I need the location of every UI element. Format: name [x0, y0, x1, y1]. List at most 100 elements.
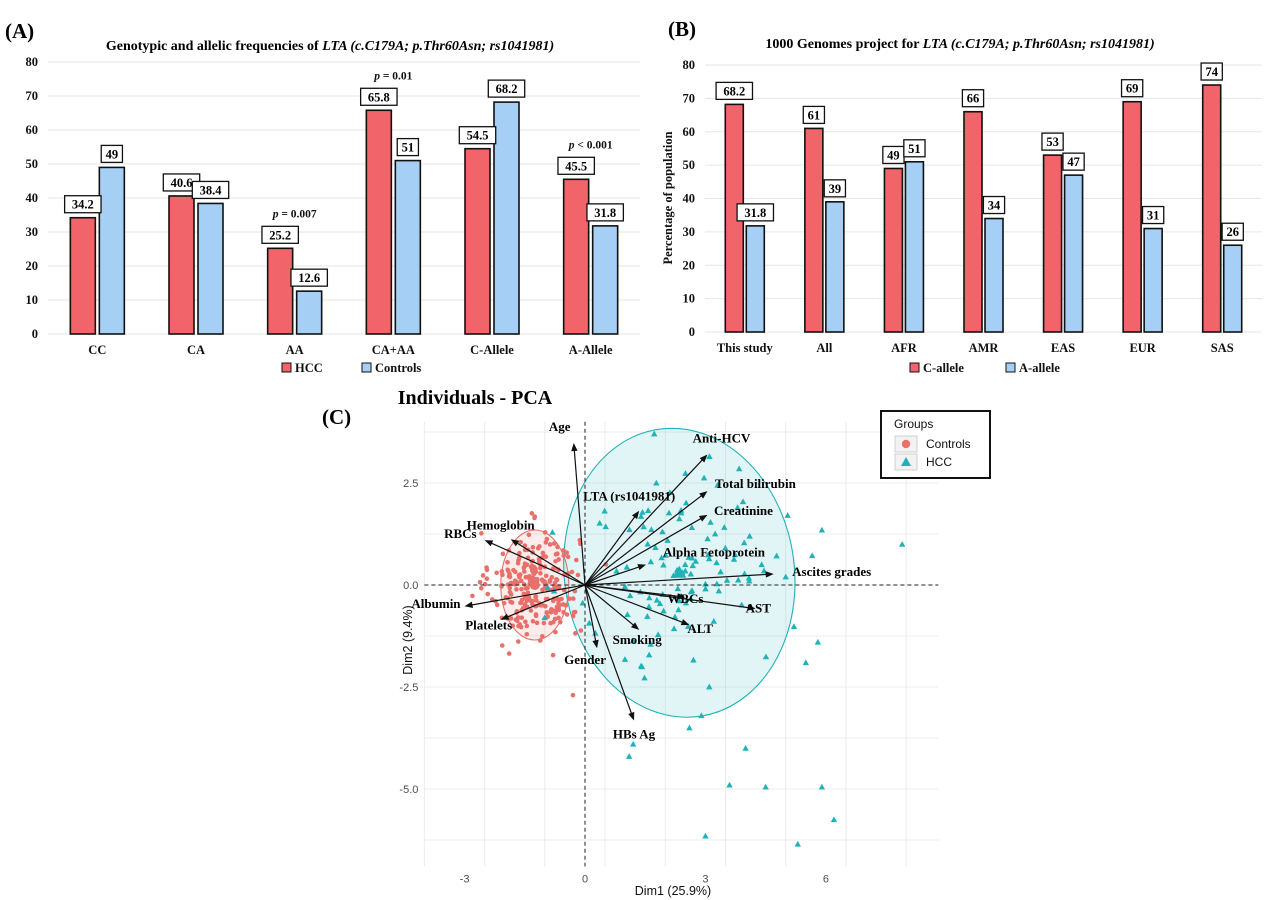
point-controls — [561, 553, 566, 558]
point-hcc — [773, 552, 780, 559]
legend-swatch-c-allele — [909, 362, 920, 373]
y-tick-label: 50 — [683, 158, 696, 172]
point-controls — [484, 567, 490, 573]
point-hcc — [704, 535, 711, 542]
arrow-creatinine — [584, 516, 704, 586]
point-controls — [547, 542, 553, 547]
bar-c-allele-eur — [1122, 100, 1142, 333]
panel-c-zero-lines — [424, 421, 939, 867]
panel-a-letter: (A) — [5, 19, 34, 43]
variable-label-hemoglobin: Hemoglobin — [467, 517, 536, 532]
point-controls — [530, 544, 536, 550]
point-hcc — [623, 563, 631, 570]
point-hcc — [670, 625, 678, 632]
point-controls — [482, 581, 488, 587]
variable-label-alt: ALT — [687, 621, 713, 636]
arrow-total-bilirubin — [584, 493, 704, 586]
data-label-box-controls-a-allele — [586, 203, 625, 222]
arrow-anti-hcv — [584, 457, 705, 586]
arrow-hbs-ag — [584, 584, 633, 716]
point-controls — [550, 652, 556, 658]
point-controls — [523, 619, 528, 625]
point-controls — [533, 594, 539, 599]
point-controls — [515, 639, 521, 644]
point-hcc — [621, 583, 629, 590]
point-controls — [563, 603, 569, 608]
data-label-a-allele-eur: 31 — [1147, 209, 1160, 223]
point-controls — [561, 548, 566, 553]
p-value-number: = 0.007 — [278, 208, 316, 220]
data-label-box-hcc-c-allele — [458, 126, 497, 145]
panel-a-legend: HCC Controls — [281, 361, 421, 375]
point-controls — [524, 598, 530, 604]
arrow-alpha-fetoprotein — [584, 565, 642, 586]
legend-title: Groups — [894, 417, 933, 431]
point-hcc — [707, 519, 714, 525]
point-hcc — [601, 507, 608, 514]
y-tick-label: 70 — [683, 91, 696, 105]
panel-b-title-prefix: 1000 Genomes project for — [765, 37, 922, 52]
panel-c: (C) Individuals - PCA Age Anti-HCV Total b… — [322, 387, 991, 898]
y-tick-label: -2.5 — [399, 682, 418, 694]
point-controls — [539, 577, 545, 583]
legend-swatch-a-allele — [1005, 362, 1016, 373]
point-controls — [549, 607, 554, 612]
panel-a-y-axis: 0 10 20 30 40 50 60 70 80 — [26, 55, 39, 341]
point-hcc — [674, 585, 681, 592]
y-tick-label: 0 — [32, 327, 38, 341]
y-tick-label: 20 — [683, 258, 696, 272]
variable-label-ascites-grades: Ascites grades — [792, 564, 871, 579]
data-label-c-allele-afr: 49 — [887, 148, 900, 162]
point-controls — [519, 586, 524, 592]
point-hcc — [626, 592, 634, 599]
bar-c-allele-eas — [1042, 154, 1063, 333]
y-tick-label: 80 — [683, 58, 696, 72]
point-controls — [556, 597, 562, 602]
point-controls — [543, 603, 548, 609]
point-hcc — [740, 539, 748, 546]
x-tick-label-aa: AA — [286, 343, 304, 357]
point-hcc — [677, 507, 685, 513]
variable-label-wbcs: WBCs — [667, 591, 703, 606]
point-hcc — [653, 479, 660, 486]
panel-a-title-italic: LTA (c.C179A; p.Thr60Asn; rs1041981) — [321, 39, 554, 54]
point-hcc — [647, 640, 654, 647]
variable-label-age: Age — [549, 419, 571, 434]
point-controls — [570, 692, 576, 698]
arrow-albumin — [469, 584, 586, 606]
centroid-hcc — [672, 565, 687, 578]
arrowhead-rbcs — [484, 540, 494, 547]
point-hcc — [758, 561, 765, 568]
point-controls — [548, 620, 553, 626]
point-hcc — [640, 523, 647, 530]
bar-c-allele-sas — [1201, 84, 1222, 333]
data-label-a-allele-amr: 34 — [988, 199, 1001, 213]
point-hcc — [742, 745, 749, 751]
data-label-c-allele-eur: 69 — [1126, 82, 1139, 96]
plot-background — [424, 421, 939, 867]
point-controls — [515, 615, 521, 620]
point-hcc — [658, 554, 665, 561]
data-label-controls-ca-aa: 51 — [402, 141, 415, 155]
data-label-box-hcc-a-allele — [557, 156, 596, 175]
point-hcc — [544, 584, 551, 591]
legend-swatch-controls — [361, 362, 372, 373]
panel-b: (B) 1000 Genomes project for LTA (c.C179… — [661, 17, 1262, 375]
panel-b-legend: C-allele A-allele — [909, 361, 1060, 375]
data-label-box-c-allele-sas — [1200, 62, 1223, 81]
point-hcc — [602, 523, 609, 530]
point-hcc — [645, 603, 653, 610]
variable-label-lta-rs1041981: LTA (rs1041981) — [583, 489, 675, 504]
point-controls — [532, 514, 538, 519]
point-controls — [540, 550, 546, 556]
point-controls — [567, 596, 572, 602]
point-hcc — [782, 573, 789, 580]
point-hcc — [717, 568, 724, 575]
point-hcc — [714, 481, 721, 488]
bar-a-allele-sas — [1222, 244, 1243, 333]
data-label-hcc-ca: 40.6 — [171, 176, 193, 190]
x-tick-label-ca: CA — [187, 343, 205, 357]
x-tick-label-all: All — [816, 341, 833, 355]
x-tick-label: -3 — [460, 874, 470, 886]
